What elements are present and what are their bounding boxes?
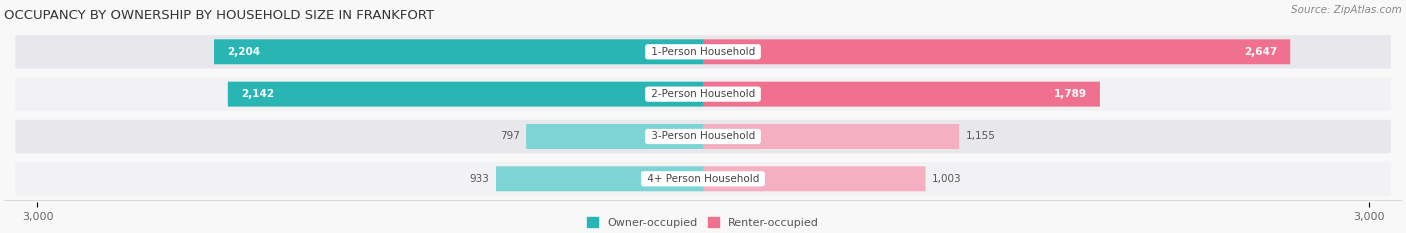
Legend: Owner-occupied, Renter-occupied: Owner-occupied, Renter-occupied	[586, 217, 820, 228]
Text: 3-Person Household: 3-Person Household	[648, 131, 758, 141]
Text: 2,647: 2,647	[1244, 47, 1277, 57]
Text: 1-Person Household: 1-Person Household	[648, 47, 758, 57]
FancyBboxPatch shape	[703, 124, 959, 149]
Text: 797: 797	[499, 131, 520, 141]
Text: 4+ Person Household: 4+ Person Household	[644, 174, 762, 184]
Text: OCCUPANCY BY OWNERSHIP BY HOUSEHOLD SIZE IN FRANKFORT: OCCUPANCY BY OWNERSHIP BY HOUSEHOLD SIZE…	[4, 9, 434, 22]
FancyBboxPatch shape	[15, 120, 1391, 153]
FancyBboxPatch shape	[15, 35, 1391, 69]
Text: 1,003: 1,003	[932, 174, 962, 184]
Text: 2,142: 2,142	[240, 89, 274, 99]
FancyBboxPatch shape	[703, 166, 925, 191]
Text: 2-Person Household: 2-Person Household	[648, 89, 758, 99]
Text: Source: ZipAtlas.com: Source: ZipAtlas.com	[1291, 5, 1402, 15]
FancyBboxPatch shape	[703, 39, 1291, 64]
Text: 933: 933	[470, 174, 489, 184]
FancyBboxPatch shape	[228, 82, 703, 107]
Text: 1,155: 1,155	[966, 131, 995, 141]
Text: 1,789: 1,789	[1053, 89, 1087, 99]
FancyBboxPatch shape	[214, 39, 703, 64]
FancyBboxPatch shape	[526, 124, 703, 149]
FancyBboxPatch shape	[15, 162, 1391, 195]
FancyBboxPatch shape	[496, 166, 703, 191]
FancyBboxPatch shape	[703, 82, 1099, 107]
Text: 2,204: 2,204	[228, 47, 260, 57]
FancyBboxPatch shape	[15, 77, 1391, 111]
